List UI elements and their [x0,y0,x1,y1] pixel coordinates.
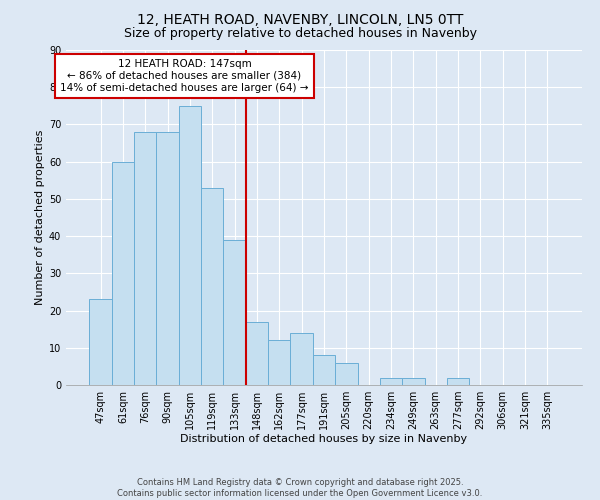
Text: Contains HM Land Registry data © Crown copyright and database right 2025.
Contai: Contains HM Land Registry data © Crown c… [118,478,482,498]
Y-axis label: Number of detached properties: Number of detached properties [35,130,44,305]
Bar [313,355,335,385]
Bar [335,362,358,385]
Bar [89,300,112,385]
Bar [112,162,134,385]
X-axis label: Distribution of detached houses by size in Navenby: Distribution of detached houses by size … [181,434,467,444]
Bar [157,132,179,385]
Bar [246,322,268,385]
Bar [223,240,246,385]
Bar [380,378,402,385]
Bar [402,378,425,385]
Text: 12 HEATH ROAD: 147sqm
← 86% of detached houses are smaller (384)
14% of semi-det: 12 HEATH ROAD: 147sqm ← 86% of detached … [60,60,308,92]
Bar [447,378,469,385]
Bar [179,106,201,385]
Bar [268,340,290,385]
Text: 12, HEATH ROAD, NAVENBY, LINCOLN, LN5 0TT: 12, HEATH ROAD, NAVENBY, LINCOLN, LN5 0T… [137,12,463,26]
Text: Size of property relative to detached houses in Navenby: Size of property relative to detached ho… [124,28,476,40]
Bar [134,132,157,385]
Bar [201,188,223,385]
Bar [290,333,313,385]
